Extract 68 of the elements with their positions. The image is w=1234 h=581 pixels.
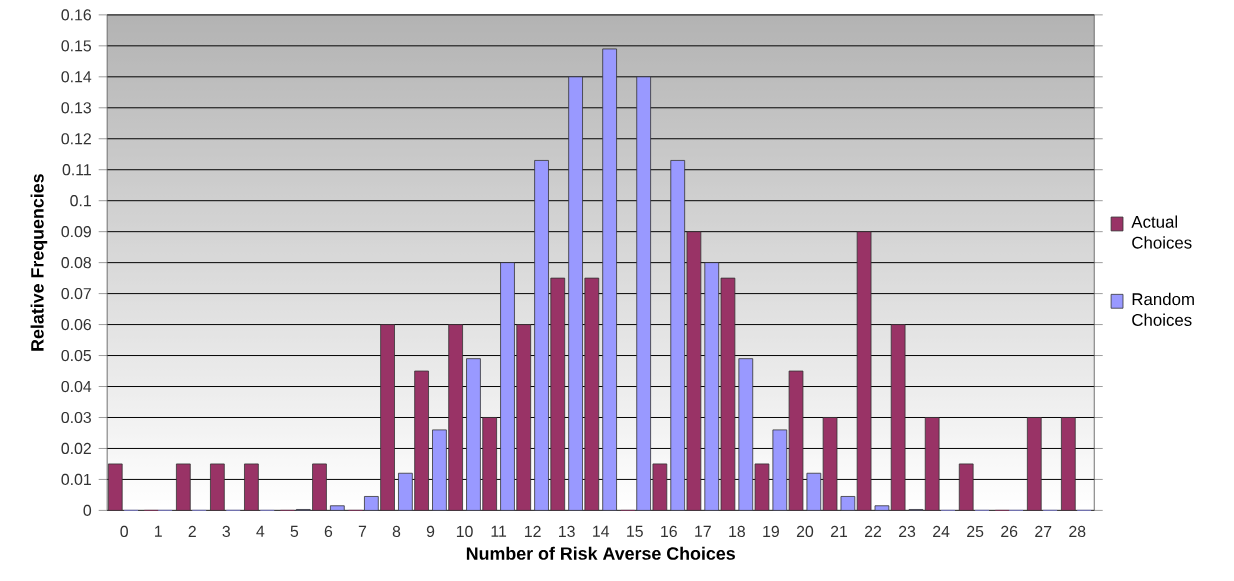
bar	[210, 463, 225, 511]
bar	[244, 463, 259, 511]
x-tick-label: 23	[899, 525, 916, 538]
x-tick-label: 0	[120, 525, 128, 538]
bar	[738, 358, 754, 511]
x-tick-label: 22	[865, 525, 882, 538]
x-tick-label: 7	[358, 525, 367, 537]
bar	[568, 76, 583, 511]
x-tick-label: 26	[1001, 525, 1018, 538]
x-tick-label: 3	[222, 525, 230, 538]
bar	[670, 160, 686, 511]
y-tick-label: 0.04	[61, 381, 92, 393]
bar	[534, 160, 549, 511]
bar	[856, 231, 872, 511]
y-tick-label: 0.08	[61, 257, 91, 269]
bar	[704, 262, 720, 511]
x-tick-label: 15	[627, 525, 643, 538]
x-tick-label: 1	[155, 525, 162, 537]
y-tick-label: 0.01	[61, 473, 91, 486]
x-axis-title: Number of Risk Averse Choices	[466, 546, 735, 560]
bar	[432, 429, 447, 511]
y-tick-label: 0.16	[61, 9, 91, 21]
x-tick-label: 11	[491, 525, 507, 537]
x-tick-label: 5	[290, 525, 299, 538]
y-axis-title: Relative Frequencies	[30, 174, 48, 351]
bar	[958, 463, 974, 511]
y-tick-label: 0.15	[61, 40, 92, 52]
y-tick-label: 0.14	[61, 71, 92, 83]
bar	[398, 472, 413, 511]
y-tick-label: 0.03	[61, 411, 91, 424]
bar	[176, 463, 191, 511]
x-tick-label: 17	[695, 525, 711, 537]
legend-label: Actual Choices	[1131, 215, 1192, 249]
x-tick-label: 4	[256, 525, 265, 537]
x-tick-label: 10	[456, 525, 473, 538]
x-tick-label: 14	[593, 525, 610, 537]
x-tick-label: 16	[661, 525, 677, 538]
y-tick-label: 0	[83, 504, 92, 517]
bar	[500, 262, 515, 511]
x-tick-label: 19	[763, 525, 779, 538]
y-tick-label: 0.12	[61, 133, 91, 145]
x-tick-label: 2	[188, 525, 196, 538]
x-tick-label: 28	[1069, 525, 1086, 538]
bar	[466, 358, 481, 511]
x-tick-label: 27	[1035, 525, 1052, 538]
bar	[636, 76, 652, 511]
x-tick-label: 24	[933, 525, 950, 538]
x-tick-label: 12	[525, 525, 541, 538]
x-tick-label: 20	[796, 525, 814, 538]
y-tick-label: 0.05	[61, 350, 92, 362]
y-tick-label: 0.02	[61, 442, 91, 455]
y-tick-label: 0.09	[61, 226, 91, 238]
y-tick-label: 0.1	[70, 195, 91, 207]
y-tick-label: 0.13	[61, 102, 91, 114]
bar	[1060, 417, 1076, 511]
x-tick-label: 9	[426, 525, 435, 538]
x-tick-label: 13	[559, 525, 575, 538]
bar	[602, 48, 617, 511]
x-tick-label: 21	[830, 525, 848, 538]
y-tick-label: 0.11	[62, 164, 91, 176]
x-tick-label: 6	[324, 525, 333, 538]
x-tick-label: 18	[729, 525, 745, 538]
x-tick-label: 25	[967, 525, 984, 538]
legend-label: Random Choices	[1132, 292, 1194, 327]
x-tick-label: 8	[392, 525, 401, 538]
y-tick-label: 0.06	[61, 319, 91, 331]
y-tick-label: 0.07	[61, 288, 91, 300]
bar	[107, 463, 123, 511]
